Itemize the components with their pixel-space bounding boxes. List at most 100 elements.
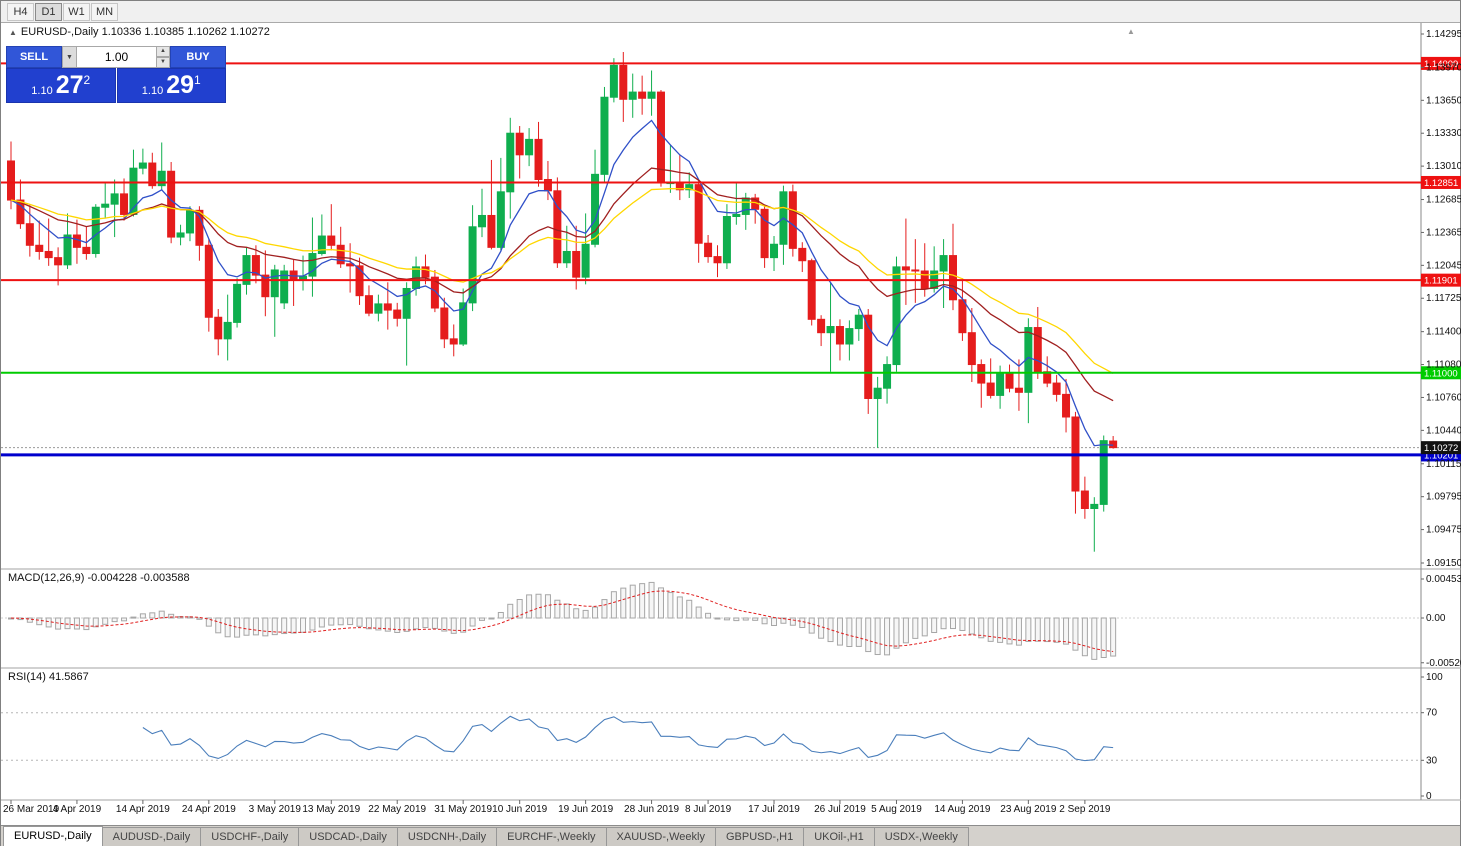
svg-text:3 May 2019: 3 May 2019 [249, 804, 302, 815]
svg-text:1.14009: 1.14009 [1424, 59, 1458, 70]
volume-spin-buttons: ▲ ▼ [156, 46, 170, 68]
rsi-label: RSI(14) 41.5867 [8, 671, 89, 683]
svg-text:1.11901: 1.11901 [1424, 276, 1458, 287]
svg-text:1.13970: 1.13970 [1426, 62, 1461, 73]
svg-text:1.12045: 1.12045 [1426, 260, 1461, 271]
chart-tab-USDCHF-Daily[interactable]: USDCHF-,Daily [200, 827, 300, 846]
svg-text:1.11000: 1.11000 [1424, 368, 1458, 379]
svg-text:8 Jul 2019: 8 Jul 2019 [685, 804, 732, 815]
svg-text:19 Jun 2019: 19 Jun 2019 [558, 804, 613, 815]
svg-text:1.10201: 1.10201 [1424, 450, 1458, 461]
chevron-down-icon: ▼ [66, 53, 73, 61]
timeframe-button-D1[interactable]: D1 [35, 2, 62, 21]
buy-price-prefix: 1.10 [141, 84, 164, 97]
svg-text:5 Aug 2019: 5 Aug 2019 [871, 804, 922, 815]
svg-text:24 Apr 2019: 24 Apr 2019 [182, 804, 236, 815]
horizontal-lines-layer[interactable]: 1.140091.128511.119011.110001.102011.102… [1, 56, 1461, 462]
chart-title-text: EURUSD-,Daily 1.10336 1.10385 1.10262 1.… [20, 26, 270, 38]
svg-text:31 May 2019: 31 May 2019 [434, 804, 492, 815]
svg-text:1.11080: 1.11080 [1426, 360, 1461, 371]
scroll-anchor-icon[interactable]: ▲ [1127, 27, 1135, 36]
volume-up-button[interactable]: ▲ [156, 46, 170, 57]
trade-panel-top-row: SELL ▼ ▲ ▼ BUY [6, 46, 226, 68]
svg-text:1.09795: 1.09795 [1426, 492, 1461, 503]
svg-text:0.004536: 0.004536 [1426, 574, 1461, 585]
rsi-panel: 100 70 30 0 [142, 672, 1443, 802]
buy-price-display[interactable]: 1.10 29 1 [116, 68, 226, 103]
chart-grid [1, 23, 1461, 801]
sell-price-prefix: 1.10 [31, 84, 53, 97]
svg-text:100: 100 [1426, 672, 1443, 683]
one-click-trading-panel: SELL ▼ ▲ ▼ BUY 1.10 27 2 [6, 46, 226, 103]
chart-tab-UKOil-H1[interactable]: UKOil-,H1 [803, 827, 875, 846]
svg-text:26 Mar 2019: 26 Mar 2019 [3, 804, 60, 815]
svg-text:23 Aug 2019: 23 Aug 2019 [1000, 804, 1057, 815]
candles-layer [7, 51, 1118, 552]
svg-text:17 Jul 2019: 17 Jul 2019 [748, 804, 800, 815]
svg-text:0.00: 0.00 [1426, 613, 1446, 624]
chart-tabs-bar: EURUSD-,Daily AUDUSD-,Daily USDCHF-,Daily U… [1, 825, 1460, 846]
buy-button[interactable]: BUY [170, 46, 226, 68]
collapse-panel-icon[interactable]: ▲ [9, 27, 17, 37]
svg-text:1.11725: 1.11725 [1426, 293, 1461, 304]
timeframe-button-H4[interactable]: H4 [7, 2, 34, 21]
timeframe-button-W1[interactable]: W1 [63, 2, 90, 21]
chart-tab-XAUUSD-Weekly[interactable]: XAUUSD-,Weekly [605, 827, 716, 846]
moving-averages-layer [10, 119, 1114, 447]
svg-text:26 Jul 2019: 26 Jul 2019 [814, 804, 866, 815]
chart-tab-GBPUSD-H1[interactable]: GBPUSD-,H1 [714, 827, 805, 846]
svg-text:0: 0 [1426, 791, 1432, 802]
svg-text:1.14295: 1.14295 [1426, 29, 1461, 40]
svg-text:1.12685: 1.12685 [1426, 195, 1461, 206]
svg-text:1.13650: 1.13650 [1426, 95, 1461, 106]
sell-price-pips: 27 [55, 71, 84, 99]
svg-text:1.10115: 1.10115 [1426, 459, 1461, 470]
svg-text:1.13330: 1.13330 [1426, 128, 1461, 139]
svg-text:14 Aug 2019: 14 Aug 2019 [934, 804, 991, 815]
volume-dropdown-button[interactable]: ▼ [62, 46, 77, 68]
chart-title: ▲ EURUSD-,Daily 1.10336 1.10385 1.10262 … [9, 26, 270, 38]
sell-price-display[interactable]: 1.10 27 2 [6, 68, 116, 103]
price-chart-svg[interactable]: 1.140091.128511.119011.110001.102011.102… [1, 23, 1461, 825]
chart-tab-EURUSD-Daily[interactable]: EURUSD-,Daily [3, 826, 103, 846]
svg-text:1.10440: 1.10440 [1426, 425, 1461, 436]
svg-text:1.12851: 1.12851 [1424, 178, 1458, 189]
svg-text:1.12365: 1.12365 [1426, 227, 1461, 238]
svg-text:4 Apr 2019: 4 Apr 2019 [53, 804, 102, 815]
chart-tab-USDX-Weekly[interactable]: USDX-,Weekly [873, 827, 969, 846]
svg-text:1.11400: 1.11400 [1426, 327, 1461, 338]
svg-text:1.09150: 1.09150 [1426, 558, 1461, 569]
chart-tab-USDCNH-Daily[interactable]: USDCNH-,Daily [396, 827, 498, 846]
chart-area[interactable]: 1.14009 1.12851 1.11901 1.11000 1.10201 1.102… [1, 23, 1461, 825]
macd-label: MACD(12,26,9) -0.004228 -0.003588 [8, 572, 190, 584]
svg-text:22 May 2019: 22 May 2019 [368, 804, 426, 815]
volume-input[interactable] [77, 46, 156, 68]
trade-panel-price-row: 1.10 27 2 1.10 29 1 [6, 68, 226, 103]
chart-tab-AUDUSD-Daily[interactable]: AUDUSD-,Daily [101, 827, 202, 846]
timeframe-toolbar: H4 D1 W1 MN [1, 1, 1460, 23]
svg-text:70: 70 [1426, 708, 1438, 719]
svg-text:30: 30 [1426, 755, 1438, 766]
volume-spinbox: ▼ ▲ ▼ [62, 46, 170, 68]
buy-price-pips: 29 [166, 71, 195, 99]
svg-text:1.10272: 1.10272 [1424, 443, 1458, 454]
volume-down-button[interactable]: ▼ [156, 57, 170, 68]
sell-price-point: 2 [83, 73, 91, 87]
svg-text:2 Sep 2019: 2 Sep 2019 [1059, 804, 1111, 815]
sell-button[interactable]: SELL [6, 46, 62, 68]
svg-text:14 Apr 2019: 14 Apr 2019 [116, 804, 170, 815]
chart-tab-USDCAD-Daily[interactable]: USDCAD-,Daily [298, 827, 398, 846]
chart-tab-EURCHF-Weekly[interactable]: EURCHF-,Weekly [496, 827, 607, 846]
buy-price-point: 1 [194, 73, 201, 87]
svg-text:1.10760: 1.10760 [1426, 392, 1461, 403]
svg-text:-0.005205: -0.005205 [1426, 658, 1461, 669]
svg-text:28 Jun 2019: 28 Jun 2019 [624, 804, 679, 815]
svg-text:13 May 2019: 13 May 2019 [302, 804, 360, 815]
price-axis[interactable]: 1.14295 1.13970 1.13650 1.13330 1.13010 1.126… [1421, 29, 1461, 569]
svg-text:1.13010: 1.13010 [1426, 161, 1461, 172]
svg-text:10 Jun 2019: 10 Jun 2019 [492, 804, 547, 815]
svg-text:1.09475: 1.09475 [1426, 525, 1461, 536]
timeframe-button-MN[interactable]: MN [91, 2, 118, 21]
